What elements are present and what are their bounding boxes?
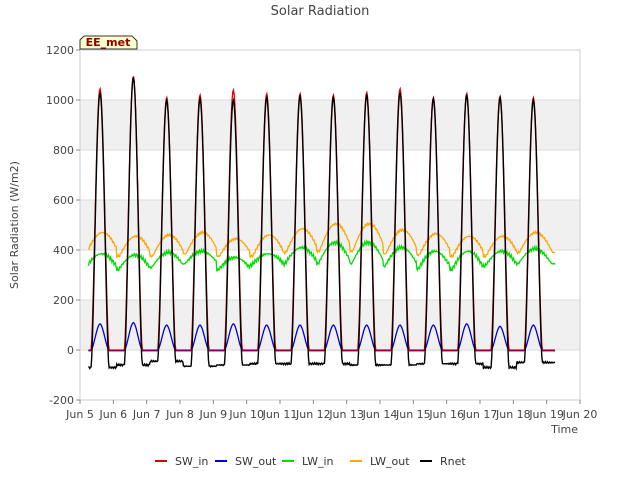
series-line-rnet <box>88 77 556 371</box>
x-tick-label: Jun 8 <box>165 408 194 421</box>
x-tick-label: Jun 17 <box>462 408 498 421</box>
grid-band <box>80 50 580 100</box>
legend-label: SW_in <box>175 455 208 468</box>
plot-frame <box>79 49 581 401</box>
y-tick-label: -200 <box>49 394 74 407</box>
legend-label: LW_out <box>370 455 410 468</box>
x-axis-label: Time <box>550 423 578 436</box>
x-tick-label: Jun 14 <box>362 408 398 421</box>
y-tick-label: 1200 <box>46 44 74 57</box>
legend: SW_in SW_out LW_in LW_out Rnet <box>155 455 466 468</box>
chart-title: Solar Radiation <box>271 4 370 19</box>
x-tick-label: Jun 10 <box>228 408 264 421</box>
grid-band <box>80 300 580 350</box>
x-tick-label: Jun 15 <box>395 408 431 421</box>
y-tick-label: 1000 <box>46 94 74 107</box>
site-label: EE_met <box>86 36 131 49</box>
x-tick-label: Jun 19 <box>528 408 564 421</box>
x-tick-label: Jun 18 <box>495 408 531 421</box>
grid-band <box>80 200 580 250</box>
y-axis-ticks: -200 0 200 400 600 800 1000 1200 <box>46 44 80 407</box>
x-tick-label: Jun 13 <box>328 408 364 421</box>
series-line-lw-in <box>87 239 556 272</box>
y-tick-label: 0 <box>67 344 74 357</box>
x-tick-label: Jun 6 <box>98 408 127 421</box>
y-tick-label: 600 <box>53 194 74 207</box>
legend-label: LW_in <box>302 455 334 468</box>
series-line-lw-out <box>87 221 556 259</box>
legend-label: Rnet <box>440 455 466 468</box>
x-tick-label: Jun 7 <box>132 408 161 421</box>
y-tick-label: 200 <box>53 294 74 307</box>
series-line-sw-in <box>88 76 555 351</box>
x-tick-label: Jun 12 <box>295 408 331 421</box>
y-tick-label: 800 <box>53 144 74 157</box>
series-line-sw-out <box>88 321 555 352</box>
x-tick-label: Jun 16 <box>428 408 464 421</box>
x-tick-label: Jun 5 <box>65 408 94 421</box>
y-tick-label: 400 <box>53 244 74 257</box>
legend-label: SW_out <box>235 455 277 468</box>
site-label-box: EE_met <box>79 35 138 50</box>
y-axis-label: Solar Radiation (W/m2) <box>8 161 21 289</box>
x-tick-label: Jun 20 <box>562 408 598 421</box>
series-lines <box>87 76 556 371</box>
x-tick-label: Jun 11 <box>262 408 298 421</box>
grid-band <box>80 250 580 300</box>
grid-band <box>80 350 580 400</box>
x-tick-label: Jun 9 <box>198 408 227 421</box>
